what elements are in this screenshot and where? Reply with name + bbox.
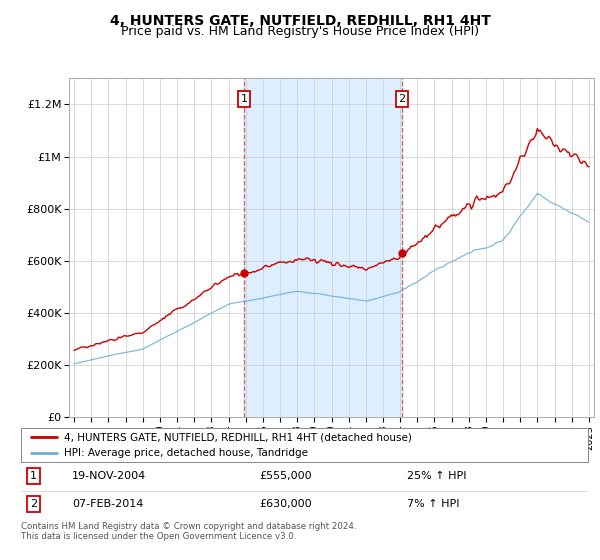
Text: 7% ↑ HPI: 7% ↑ HPI [407, 500, 459, 509]
Text: 4, HUNTERS GATE, NUTFIELD, REDHILL, RH1 4HT (detached house): 4, HUNTERS GATE, NUTFIELD, REDHILL, RH1 … [64, 432, 412, 442]
Text: 1: 1 [241, 94, 247, 104]
Text: £555,000: £555,000 [259, 471, 312, 480]
Text: 19-NOV-2004: 19-NOV-2004 [72, 471, 146, 480]
Text: £630,000: £630,000 [259, 500, 312, 509]
Text: 25% ↑ HPI: 25% ↑ HPI [407, 471, 466, 480]
Text: 07-FEB-2014: 07-FEB-2014 [72, 500, 143, 509]
Text: Price paid vs. HM Land Registry's House Price Index (HPI): Price paid vs. HM Land Registry's House … [121, 25, 479, 38]
Text: 2: 2 [398, 94, 406, 104]
Bar [244, 78, 402, 417]
Text: 2: 2 [30, 500, 37, 509]
Text: Contains HM Land Registry data © Crown copyright and database right 2024.
This d: Contains HM Land Registry data © Crown c… [21, 522, 356, 542]
Text: 4, HUNTERS GATE, NUTFIELD, REDHILL, RH1 4HT: 4, HUNTERS GATE, NUTFIELD, REDHILL, RH1 … [110, 14, 490, 28]
Text: 1: 1 [30, 471, 37, 480]
Text: HPI: Average price, detached house, Tandridge: HPI: Average price, detached house, Tand… [64, 448, 308, 458]
